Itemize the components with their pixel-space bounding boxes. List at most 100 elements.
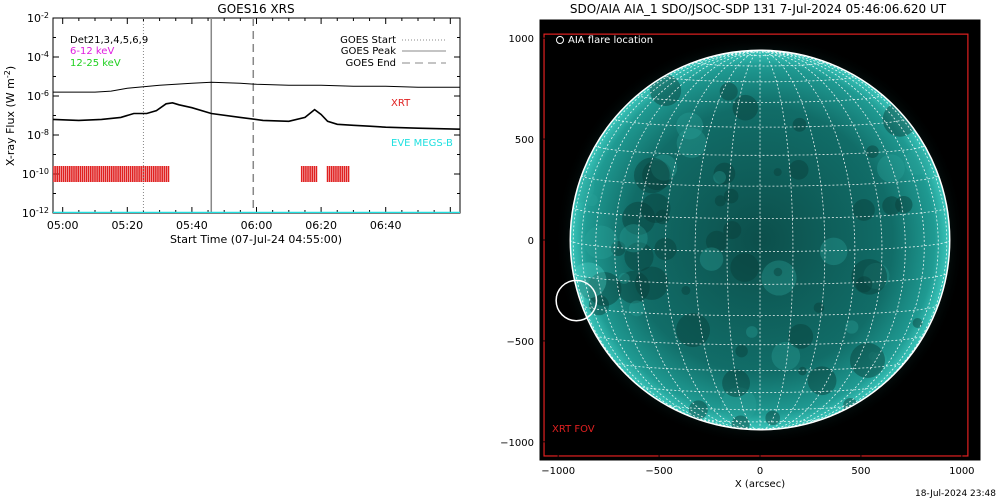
- surface-blob: [714, 195, 726, 207]
- surface-blob: [654, 237, 677, 261]
- aia-y-axis: −1000 −500 0 500 1000: [500, 34, 980, 449]
- surface-blob: [676, 112, 704, 140]
- surface-blob: [722, 369, 750, 398]
- goes-x-tick-label: 06:20: [305, 219, 337, 232]
- surface-blob: [584, 225, 618, 260]
- flare-location-circle: [555, 279, 598, 322]
- surface-blob: [904, 148, 931, 175]
- goes-y-tick-exp: -2: [41, 11, 49, 20]
- surface-blob: [807, 366, 837, 396]
- xrt-coverage-marks: [53, 166, 350, 182]
- goes-series-lower-line: [53, 101, 460, 130]
- goes-x-axis-label: Start Time (07-Jul-24 04:55:00): [170, 233, 342, 246]
- detectors-label: Det21,3,4,5,6,9: [70, 35, 148, 46]
- grid-line: [637, 94, 883, 103]
- goes-x-axis: 05:00 05:20 05:40 06:00 06:20 06:40: [47, 18, 451, 232]
- surface-blob: [730, 253, 760, 282]
- surface-blob: [849, 342, 886, 378]
- goes-y-axis-label-exp: -2: [3, 70, 12, 78]
- surface-blob: [845, 320, 859, 334]
- grid-line: [759, 50, 906, 430]
- surface-blob: [705, 230, 728, 253]
- goes-x-tick-label: 05:00: [47, 219, 79, 232]
- surface-blob: [735, 344, 748, 358]
- surface-blob: [635, 266, 669, 300]
- series-label-eve: EVE MEGS-B: [391, 138, 453, 149]
- surface-blob: [792, 117, 807, 132]
- surface-blob: [877, 154, 905, 183]
- goes-x-tick-label: 05:40: [176, 219, 208, 232]
- aia-chart-title: SDO/AIA AIA_1 SDO/JSOC-SDP 131 7-Jul-202…: [570, 2, 947, 16]
- surface-blob: [619, 224, 648, 253]
- aia-y-tick-label: 500: [515, 135, 534, 146]
- surface-blob: [719, 82, 738, 101]
- aia-x-tick-label: 0: [757, 466, 763, 477]
- goes-y-axis-label-main: X-ray Flux (W m: [4, 78, 17, 166]
- legend-goes-start: GOES Start: [340, 35, 396, 46]
- goes-x-tick-label: 05:20: [111, 219, 143, 232]
- surface-blob: [655, 209, 670, 225]
- surface-blob: [852, 199, 875, 221]
- goes-y-tick-base: 10: [27, 12, 41, 25]
- grid-line: [759, 50, 883, 430]
- surface-blob: [895, 195, 913, 214]
- legend-goes-end: GOES End: [346, 58, 396, 69]
- goes-y-tick-exp: -4: [41, 50, 49, 59]
- grid-line: [614, 118, 906, 128]
- goes-legend: GOES Start GOES Peak GOES End: [340, 35, 446, 69]
- surface-blob: [866, 145, 879, 159]
- surface-blob: [633, 157, 670, 194]
- goes-y-tick-exp: -10: [36, 167, 49, 176]
- surface-blob: [746, 326, 758, 338]
- aia-x-axis: −1000 −500 0 500 1000: [541, 20, 975, 477]
- solar-limb: [569, 49, 951, 431]
- aia-x-tick-label: 1000: [949, 466, 974, 477]
- surface-blob: [650, 154, 678, 181]
- surface-blob: [676, 313, 711, 348]
- goes-y-axis-label-close: ): [4, 66, 17, 70]
- aia-y-tick-label: −1000: [500, 438, 534, 449]
- goes-series: [53, 81, 460, 213]
- grid-line: [759, 50, 925, 429]
- goes-event-lines: [142, 18, 255, 213]
- goes-y-tick-label: 10-4: [27, 50, 49, 65]
- goes-x-tick-label: 06:40: [370, 219, 402, 232]
- surface-blob: [851, 258, 888, 295]
- surface-blob: [713, 171, 726, 184]
- goes-y-tick-label: 10-6: [27, 89, 49, 104]
- aia-x-tick-label: −1000: [541, 466, 575, 477]
- surface-blob: [618, 272, 630, 284]
- footer-timestamp: 18-Jul-2024 23:48: [915, 489, 996, 499]
- grid-line: [694, 61, 826, 67]
- goes-series-upper-line: [53, 81, 460, 93]
- flare-location-label: AIA flare location: [568, 35, 653, 46]
- surface-blob: [912, 318, 923, 328]
- surface-blob: [688, 400, 708, 420]
- surface-blob: [788, 159, 809, 180]
- surface-blob: [622, 201, 656, 235]
- grid-line: [581, 175, 939, 187]
- grid-line: [637, 50, 761, 430]
- grid-line: [614, 50, 761, 430]
- grid-line: [726, 50, 761, 430]
- aia-y-tick-label: 1000: [509, 34, 534, 45]
- flare-legend-icon: [556, 36, 564, 44]
- surface-blob: [585, 194, 598, 207]
- aia-y-tick-label: −500: [507, 337, 534, 348]
- surface-blob: [765, 410, 781, 426]
- grid-line: [572, 207, 948, 219]
- goes-x-tick-label: 06:00: [241, 219, 273, 232]
- grid-line: [595, 50, 761, 429]
- goes-y-tick-base: 10: [27, 129, 41, 142]
- aia-image-panel: SDO/AIA AIA_1 SDO/JSOC-SDP 131 7-Jul-202…: [500, 2, 981, 490]
- grid-line: [664, 50, 761, 430]
- goes-y-tick-exp: -6: [41, 89, 49, 98]
- aia-y-tick-label: 0: [528, 236, 534, 247]
- xrt-fov-label: XRT FOV: [552, 424, 595, 435]
- goes-y-tick-base: 10: [27, 90, 41, 103]
- grid-line: [759, 50, 826, 430]
- surface-blob: [882, 196, 902, 216]
- goes-y-tick-label: 10-12: [22, 206, 49, 221]
